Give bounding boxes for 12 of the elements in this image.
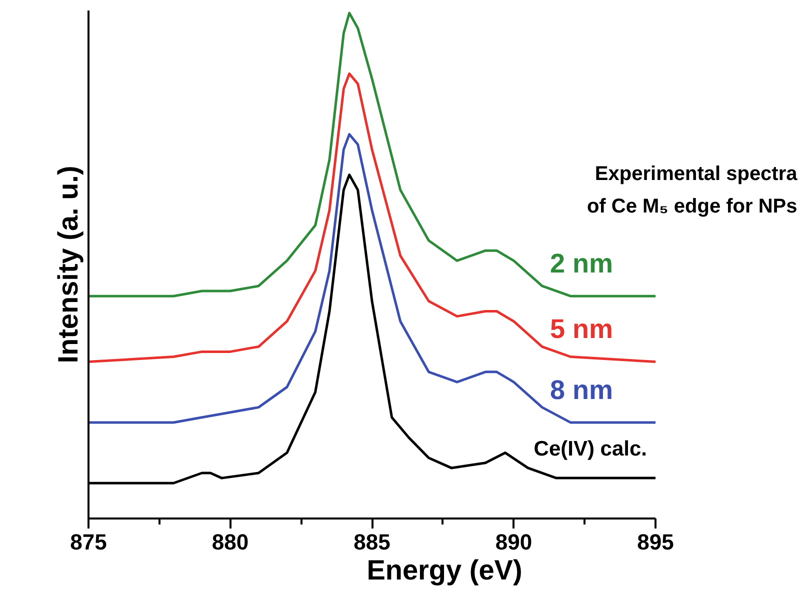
series-label: Ce(IV) calc.	[534, 437, 647, 460]
y-axis-title: Intensity (a. u.)	[52, 166, 84, 364]
x-tick-label: 875	[70, 530, 107, 554]
x-tick-label: 885	[354, 530, 390, 554]
annotation: Experimental spectra of Ce M₅ edge for NPs	[586, 162, 798, 218]
x-tick-label: 890	[495, 530, 532, 554]
series-label: 5 nm	[550, 314, 613, 344]
series-label: 8 nm	[550, 374, 613, 405]
series-label: 2 nm	[550, 248, 613, 278]
x-tick-label: 895	[637, 530, 674, 554]
x-tick-label: 880	[212, 530, 249, 554]
x-axis-title: Energy (eV)	[366, 554, 522, 586]
